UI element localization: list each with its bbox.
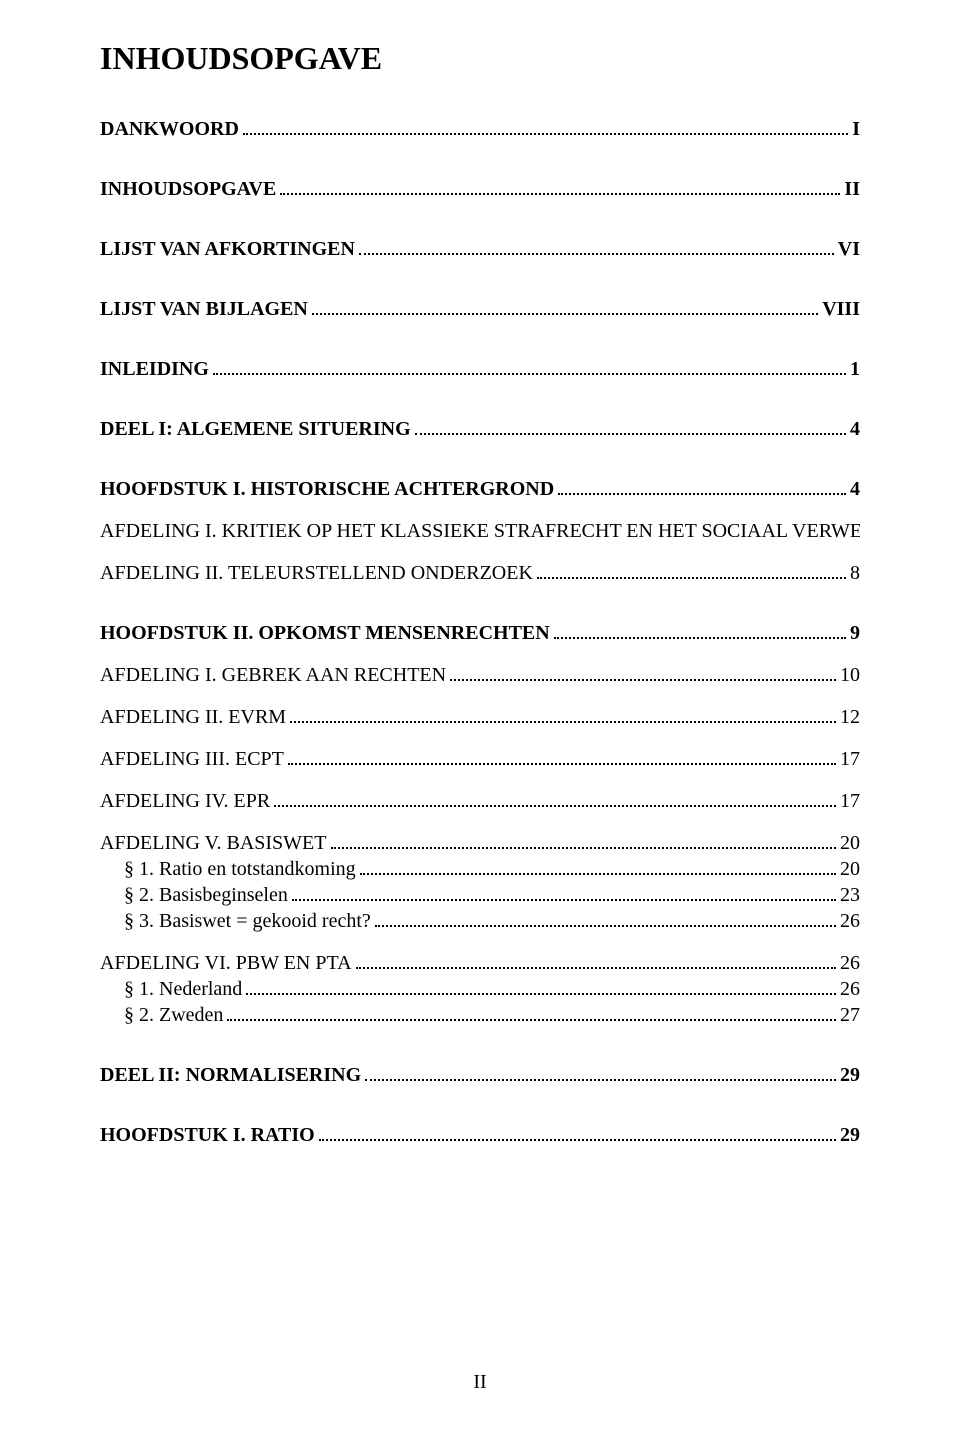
toc-entry-page: 8 bbox=[850, 562, 860, 585]
toc-leader-dots bbox=[356, 951, 836, 969]
toc-entry-page: 23 bbox=[840, 884, 860, 907]
toc-leader-dots bbox=[280, 177, 840, 195]
toc-entry-page: VI bbox=[838, 238, 860, 261]
toc-leader-dots bbox=[558, 477, 846, 495]
toc-leader-dots bbox=[537, 561, 846, 579]
toc-entry-label: § 2. Zweden bbox=[124, 1004, 223, 1027]
toc-entry-page: 4 bbox=[850, 478, 860, 501]
toc-entry-label: INLEIDING bbox=[100, 358, 209, 381]
toc-entry: AFDELING II. TELEURSTELLEND ONDERZOEK 8 bbox=[100, 561, 860, 585]
toc-entry-page: 17 bbox=[840, 790, 860, 813]
toc-leader-dots bbox=[360, 857, 836, 875]
toc-entry: AFDELING II. EVRM 12 bbox=[100, 705, 860, 729]
toc-leader-dots bbox=[554, 621, 846, 639]
toc-leader-dots bbox=[359, 237, 834, 255]
toc-entry: DANKWOORD I bbox=[100, 117, 860, 141]
toc-entry-label: DANKWOORD bbox=[100, 118, 239, 141]
toc-entry-page: 29 bbox=[840, 1124, 860, 1147]
toc-entry-label: AFDELING I. GEBREK AAN RECHTEN bbox=[100, 664, 446, 687]
toc-entry-label: LIJST VAN AFKORTINGEN bbox=[100, 238, 355, 261]
page-title: INHOUDSOPGAVE bbox=[100, 40, 860, 77]
toc-entry: AFDELING VI. PBW EN PTA 26 bbox=[100, 951, 860, 975]
toc-entry-label: DEEL II: NORMALISERING bbox=[100, 1064, 361, 1087]
toc-entry-label: AFDELING III. ECPT bbox=[100, 748, 284, 771]
toc-entry-page: 10 bbox=[840, 664, 860, 687]
toc-entry-label: § 2. Basisbeginselen bbox=[124, 884, 288, 907]
toc-entry-page: II bbox=[844, 178, 860, 201]
toc-entry-label: AFDELING V. BASISWET bbox=[100, 832, 327, 855]
toc-entry-label: § 1. Ratio en totstandkoming bbox=[124, 858, 356, 881]
toc-leader-dots bbox=[290, 705, 836, 723]
toc-leader-dots bbox=[246, 977, 836, 995]
toc-entry: HOOFDSTUK II. OPKOMST MENSENRECHTEN 9 bbox=[100, 621, 860, 645]
toc-entry-page: VIII bbox=[822, 298, 860, 321]
toc-entry: LIJST VAN AFKORTINGEN VI bbox=[100, 237, 860, 261]
toc-leader-dots bbox=[450, 663, 836, 681]
toc-entry-page: 12 bbox=[840, 706, 860, 729]
toc-leader-dots bbox=[375, 909, 836, 927]
toc-entry: INHOUDSOPGAVE II bbox=[100, 177, 860, 201]
toc-entry-page: 9 bbox=[850, 622, 860, 645]
toc-leader-dots bbox=[227, 1003, 836, 1021]
toc-entry: DEEL I: ALGEMENE SITUERING 4 bbox=[100, 417, 860, 441]
toc-entry: DEEL II: NORMALISERING 29 bbox=[100, 1063, 860, 1087]
toc-entry: INLEIDING 1 bbox=[100, 357, 860, 381]
toc-entry-page: 29 bbox=[840, 1064, 860, 1087]
table-of-contents: DANKWOORD I INHOUDSOPGAVE II LIJST VAN AFKOR… bbox=[100, 117, 860, 1147]
toc-entry-label: DEEL I: ALGEMENE SITUERING bbox=[100, 418, 411, 441]
toc-entry: § 2. Basisbeginselen 23 bbox=[100, 883, 860, 907]
toc-leader-dots bbox=[365, 1063, 836, 1081]
toc-leader-dots bbox=[292, 883, 836, 901]
toc-leader-dots bbox=[415, 417, 846, 435]
toc-entry: § 1. Ratio en totstandkoming 20 bbox=[100, 857, 860, 881]
toc-entry-page: 4 bbox=[850, 418, 860, 441]
toc-entry-label: INHOUDSOPGAVE bbox=[100, 178, 276, 201]
toc-entry-page: 17 bbox=[840, 748, 860, 771]
toc-entry-page: 26 bbox=[840, 910, 860, 933]
toc-entry-label: § 3. Basiswet = gekooid recht? bbox=[124, 910, 371, 933]
toc-leader-dots bbox=[213, 357, 846, 375]
toc-entry-page: 20 bbox=[840, 858, 860, 881]
toc-entry-label: HOOFDSTUK I. HISTORISCHE ACHTERGROND bbox=[100, 478, 554, 501]
page: INHOUDSOPGAVE DANKWOORD I INHOUDSOPGAVE II L… bbox=[0, 0, 960, 1434]
toc-leader-dots bbox=[274, 789, 836, 807]
toc-entry: AFDELING I. GEBREK AAN RECHTEN 10 bbox=[100, 663, 860, 687]
toc-entry: AFDELING III. ECPT 17 bbox=[100, 747, 860, 771]
toc-entry-page: 1 bbox=[850, 358, 860, 381]
toc-leader-dots bbox=[319, 1123, 836, 1141]
toc-entry: HOOFDSTUK I. RATIO 29 bbox=[100, 1123, 860, 1147]
toc-entry-label: § 1. Nederland bbox=[124, 978, 242, 1001]
toc-leader-dots bbox=[331, 831, 837, 849]
toc-entry: LIJST VAN BIJLAGEN VIII bbox=[100, 297, 860, 321]
toc-entry-label: HOOFDSTUK I. RATIO bbox=[100, 1124, 315, 1147]
toc-entry: AFDELING IV. EPR 17 bbox=[100, 789, 860, 813]
toc-leader-dots bbox=[288, 747, 836, 765]
toc-entry-label: AFDELING II. EVRM bbox=[100, 706, 286, 729]
toc-entry-label: LIJST VAN BIJLAGEN bbox=[100, 298, 308, 321]
toc-entry: HOOFDSTUK I. HISTORISCHE ACHTERGROND 4 bbox=[100, 477, 860, 501]
toc-entry-page: I bbox=[852, 118, 860, 141]
toc-entry: AFDELING V. BASISWET 20 bbox=[100, 831, 860, 855]
toc-entry-page: 26 bbox=[840, 978, 860, 1001]
toc-leader-dots bbox=[243, 117, 848, 135]
toc-entry-page: 20 bbox=[840, 832, 860, 855]
toc-entry-label: AFDELING I. KRITIEK OP HET KLASSIEKE STR… bbox=[100, 520, 860, 543]
toc-entry: § 2. Zweden 27 bbox=[100, 1003, 860, 1027]
toc-entry-page: 26 bbox=[840, 952, 860, 975]
toc-entry-label: AFDELING II. TELEURSTELLEND ONDERZOEK bbox=[100, 562, 533, 585]
toc-entry: § 1. Nederland 26 bbox=[100, 977, 860, 1001]
toc-entry-label: HOOFDSTUK II. OPKOMST MENSENRECHTEN bbox=[100, 622, 550, 645]
toc-leader-dots bbox=[312, 297, 818, 315]
toc-entry-label: AFDELING IV. EPR bbox=[100, 790, 270, 813]
page-number-footer: II bbox=[0, 1371, 960, 1394]
toc-entry-page: 27 bbox=[840, 1004, 860, 1027]
toc-entry: § 3. Basiswet = gekooid recht? 26 bbox=[100, 909, 860, 933]
toc-entry: AFDELING I. KRITIEK OP HET KLASSIEKE STR… bbox=[100, 519, 860, 543]
toc-entry-label: AFDELING VI. PBW EN PTA bbox=[100, 952, 352, 975]
